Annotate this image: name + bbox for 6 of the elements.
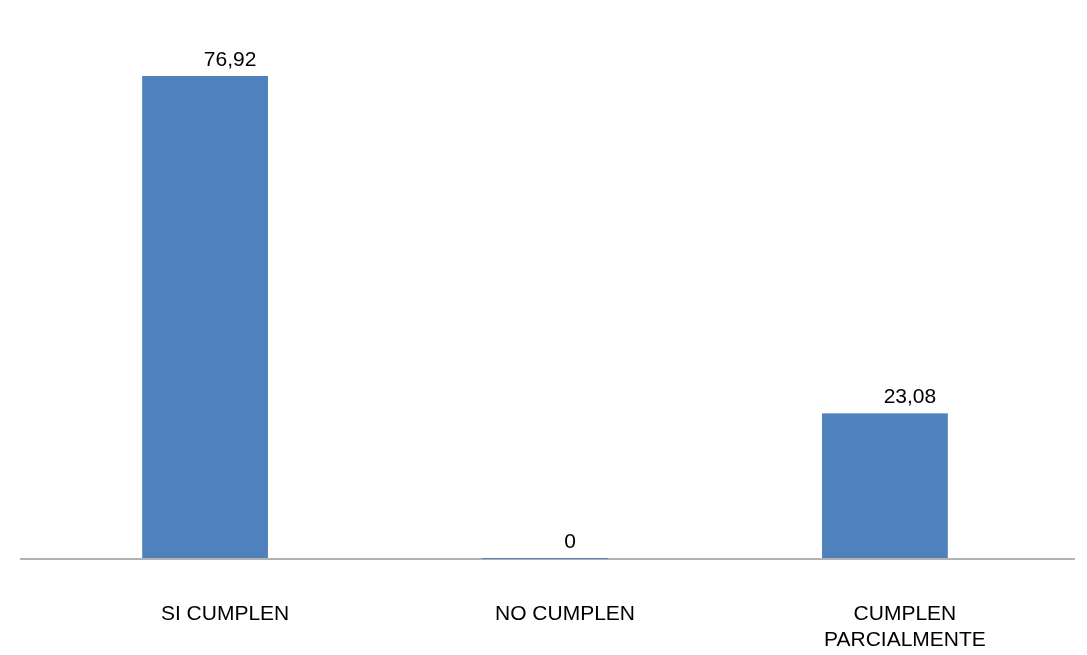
data-label: 23,08 xyxy=(883,384,937,408)
x-tick-label: CUMPLEN PARCIALMENTE xyxy=(824,601,986,650)
data-label: 76,92 xyxy=(203,47,257,70)
x-tick-label: SI CUMPLEN xyxy=(160,601,290,624)
data-label: 0 xyxy=(564,529,576,552)
x-tick-label: NO CUMPLEN xyxy=(494,601,636,624)
